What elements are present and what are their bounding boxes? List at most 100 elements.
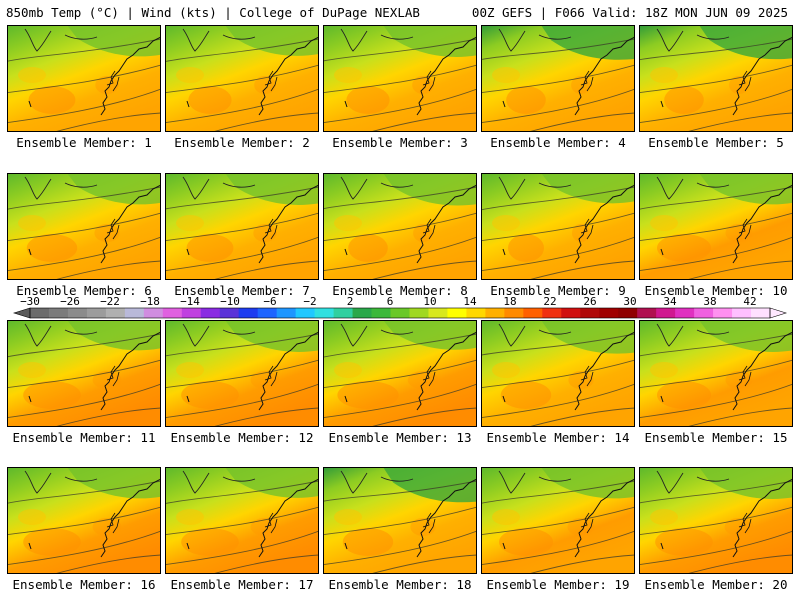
ensemble-member-label: Ensemble Member: 19 bbox=[486, 577, 630, 592]
colorbar-swatch bbox=[143, 308, 164, 318]
ensemble-member-label: Ensemble Member: 2 bbox=[174, 135, 310, 150]
temperature-field-map bbox=[165, 320, 319, 427]
ensemble-map-panel bbox=[165, 25, 319, 132]
colorbar-swatch bbox=[219, 308, 240, 318]
ensemble-member-label: Ensemble Member: 3 bbox=[332, 135, 468, 150]
colorbar-swatch bbox=[466, 308, 486, 318]
colorbar-tick-label: 34 bbox=[663, 296, 677, 308]
colorbar-swatch bbox=[694, 308, 714, 318]
colorbar-tick-label: 42 bbox=[743, 296, 756, 308]
colorbar-swatch bbox=[618, 308, 638, 318]
temperature-field-map bbox=[323, 467, 477, 574]
ensemble-map-panel bbox=[481, 467, 635, 574]
temperature-field-map bbox=[481, 467, 635, 574]
ensemble-map-panel bbox=[481, 25, 635, 132]
colorbar-swatch bbox=[542, 308, 562, 318]
colorbar-tick-label: 10 bbox=[423, 296, 436, 308]
temperature-field-map bbox=[639, 320, 793, 427]
ensemble-map-panel bbox=[323, 467, 477, 574]
temperature-field-map bbox=[481, 25, 635, 132]
temperature-field-map bbox=[481, 173, 635, 280]
colorbar-swatch bbox=[105, 308, 126, 318]
ensemble-member-label: Ensemble Member: 4 bbox=[490, 135, 626, 150]
colorbar-swatch bbox=[162, 308, 183, 318]
colorbar-swatch bbox=[751, 308, 771, 318]
colorbar-swatch bbox=[48, 308, 69, 318]
colorbar-tick-label: 2 bbox=[347, 296, 354, 308]
colorbar-swatch bbox=[200, 308, 221, 318]
temperature-colorbar: −30 −26 −22 −18 −14 −10 −6 −2 2 6 10 14 18 22 26 30 34 38… bbox=[0, 296, 800, 324]
temperature-field-map bbox=[639, 467, 793, 574]
temperature-field-map bbox=[639, 173, 793, 280]
colorbar-swatch bbox=[675, 308, 695, 318]
colorbar-swatch bbox=[257, 308, 278, 318]
ensemble-map-panel bbox=[165, 467, 319, 574]
temperature-field-map bbox=[165, 173, 319, 280]
ensemble-map-panel bbox=[7, 320, 161, 427]
temperature-field-map bbox=[323, 320, 477, 427]
ensemble-member-label: Ensemble Member: 1 bbox=[16, 135, 152, 150]
colorbar-swatch bbox=[352, 308, 373, 318]
ensemble-map-panel bbox=[639, 320, 793, 427]
ensemble-map-panel bbox=[639, 173, 793, 280]
colorbar-swatch bbox=[523, 308, 543, 318]
ensemble-map-panel bbox=[7, 467, 161, 574]
colorbar-swatch bbox=[732, 308, 752, 318]
ensemble-member-label: Ensemble Member: 20 bbox=[644, 577, 788, 592]
colorbar-swatch bbox=[238, 308, 259, 318]
colorbar-swatch bbox=[124, 308, 145, 318]
colorbar-swatch bbox=[67, 308, 88, 318]
colorbar-swatch bbox=[447, 308, 467, 318]
colorbar-swatch bbox=[713, 308, 733, 318]
colorbar-swatch bbox=[314, 308, 335, 318]
colorbar-tick-label: 30 bbox=[623, 296, 636, 308]
colorbar-swatch bbox=[656, 308, 676, 318]
ensemble-member-label: Ensemble Member: 6 bbox=[16, 283, 152, 298]
temperature-field-map bbox=[7, 173, 161, 280]
ensemble-member-label: Ensemble Member: 7 bbox=[174, 283, 310, 298]
ensemble-member-label: Ensemble Member: 5 bbox=[648, 135, 784, 150]
temperature-field-map bbox=[481, 320, 635, 427]
ensemble-map-panel bbox=[165, 320, 319, 427]
colorbar-tick-label: −26 bbox=[60, 296, 80, 308]
ensemble-member-label: Ensemble Member: 11 bbox=[12, 430, 156, 445]
colorbar-swatch bbox=[428, 308, 448, 318]
ensemble-map-panel bbox=[323, 320, 477, 427]
colorbar-swatch bbox=[599, 308, 619, 318]
ensemble-member-label: Ensemble Member: 15 bbox=[644, 430, 788, 445]
temperature-field-map bbox=[323, 173, 477, 280]
colorbar-swatch bbox=[86, 308, 107, 318]
colorbar-tick-label: 22 bbox=[543, 296, 556, 308]
ensemble-member-label: Ensemble Member: 12 bbox=[170, 430, 314, 445]
ensemble-map-panel bbox=[7, 173, 161, 280]
ensemble-map-panel bbox=[639, 467, 793, 574]
ensemble-member-label: Ensemble Member: 14 bbox=[486, 430, 630, 445]
colorbar-swatch bbox=[409, 308, 429, 318]
ensemble-map-panel bbox=[323, 173, 477, 280]
colorbar-tick-label: −18 bbox=[140, 296, 160, 308]
colorbar-swatch bbox=[295, 308, 316, 318]
colorbar-swatch bbox=[181, 308, 202, 318]
ensemble-member-label: Ensemble Member: 18 bbox=[328, 577, 472, 592]
temperature-field-map bbox=[7, 467, 161, 574]
ensemble-member-label: Ensemble Member: 9 bbox=[490, 283, 626, 298]
colorbar-tick-label: −30 bbox=[20, 296, 40, 308]
temperature-field-map bbox=[7, 25, 161, 132]
ensemble-map-panel bbox=[481, 173, 635, 280]
colorbar-tick-label: 14 bbox=[463, 296, 477, 308]
temperature-field-map bbox=[165, 25, 319, 132]
colorbar-swatch bbox=[580, 308, 600, 318]
colorbar-swatch bbox=[333, 308, 354, 318]
ensemble-map-panel bbox=[481, 320, 635, 427]
colorbar-tick-label: −10 bbox=[220, 296, 240, 308]
colorbar-tick-label: 38 bbox=[703, 296, 716, 308]
colorbar-swatch bbox=[30, 308, 50, 318]
colorbar-swatch bbox=[561, 308, 581, 318]
colorbar-swatch bbox=[485, 308, 505, 318]
temperature-field-map bbox=[639, 25, 793, 132]
colorbar-swatch bbox=[276, 308, 297, 318]
colorbar-tick-label: −6 bbox=[263, 296, 276, 308]
temperature-field-map bbox=[165, 467, 319, 574]
colorbar-tick-label: −14 bbox=[180, 296, 200, 308]
colorbar-swatch bbox=[371, 308, 392, 318]
